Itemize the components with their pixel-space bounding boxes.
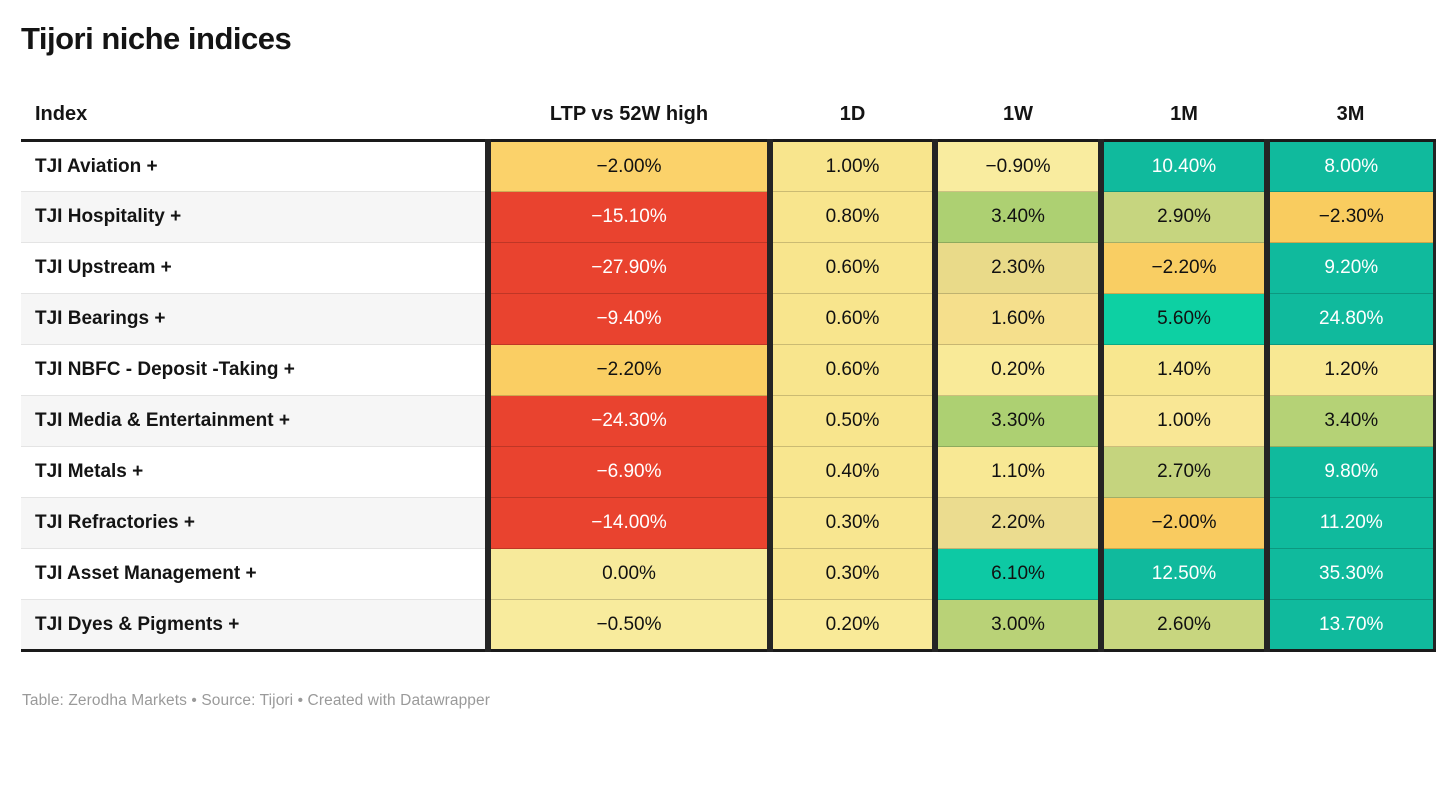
index-cell[interactable]: TJI NBFC - Deposit -Taking +: [21, 344, 488, 396]
value-cell: −0.50%: [485, 599, 770, 652]
value-cell: 9.20%: [1264, 242, 1436, 294]
value-cell: 0.00%: [485, 548, 770, 600]
index-cell[interactable]: TJI Metals +: [21, 446, 488, 498]
value-cell: 0.20%: [932, 344, 1101, 396]
value-cell: 3.40%: [1264, 395, 1436, 447]
table-row: TJI Bearings + −9.40% 0.60% 1.60% 5.60% 24.80…: [21, 293, 1436, 345]
value-cell: 0.50%: [767, 395, 935, 447]
column-header: 3M: [1267, 66, 1434, 142]
column-header: 1D: [770, 66, 935, 142]
value-cell: 2.90%: [1098, 191, 1267, 243]
value-cell: −14.00%: [485, 497, 770, 549]
index-cell[interactable]: TJI Dyes & Pigments +: [21, 599, 488, 652]
column-header-index: Index: [21, 66, 488, 142]
value-cell: 1.40%: [1098, 344, 1267, 396]
index-cell[interactable]: TJI Hospitality +: [21, 191, 488, 243]
value-cell: 2.30%: [932, 242, 1101, 294]
value-cell: −24.30%: [485, 395, 770, 447]
value-cell: 2.60%: [1098, 599, 1267, 652]
column-header: 1M: [1101, 66, 1267, 142]
table-row: TJI Media & Entertainment + −24.30% 0.50% 3…: [21, 395, 1436, 447]
index-cell[interactable]: TJI Refractories +: [21, 497, 488, 549]
index-cell[interactable]: TJI Bearings +: [21, 293, 488, 345]
value-cell: −2.20%: [1098, 242, 1267, 294]
table-body: TJI Aviation + −2.00% 1.00% −0.90% 10.40% 8.0…: [21, 140, 1436, 652]
value-cell: 8.00%: [1264, 140, 1436, 192]
value-cell: 3.40%: [932, 191, 1101, 243]
table-row: TJI Hospitality + −15.10% 0.80% 3.40% 2.90% −…: [21, 191, 1436, 243]
value-cell: 3.30%: [932, 395, 1101, 447]
value-cell: −9.40%: [485, 293, 770, 345]
header-row: Index LTP vs 52W high 1D 1W 1M 3M: [21, 66, 1434, 142]
value-cell: 13.70%: [1264, 599, 1436, 652]
value-cell: 0.30%: [767, 497, 935, 549]
table-row: TJI Upstream + −27.90% 0.60% 2.30% −2.20% 9.2…: [21, 242, 1436, 294]
value-cell: −2.00%: [485, 140, 770, 192]
index-cell[interactable]: TJI Upstream +: [21, 242, 488, 294]
value-cell: 0.20%: [767, 599, 935, 652]
value-cell: 1.20%: [1264, 344, 1436, 396]
index-cell[interactable]: TJI Media & Entertainment +: [21, 395, 488, 447]
table-row: TJI Dyes & Pigments + −0.50% 0.20% 3.00% 2.6…: [21, 599, 1436, 652]
value-cell: 5.60%: [1098, 293, 1267, 345]
table-row: TJI Refractories + −14.00% 0.30% 2.20% −2.00…: [21, 497, 1436, 549]
page-title: Tijori niche indices: [21, 21, 292, 56]
indices-table: Index LTP vs 52W high 1D 1W 1M 3M TJI Aviatio…: [21, 66, 1436, 652]
value-cell: −6.90%: [485, 446, 770, 498]
attribution-footer: Table: Zerodha Markets • Source: Tijori …: [22, 692, 491, 709]
column-header: 1W: [935, 66, 1101, 142]
value-cell: −2.00%: [1098, 497, 1267, 549]
value-cell: 0.30%: [767, 548, 935, 600]
table-header: Index LTP vs 52W high 1D 1W 1M 3M: [21, 66, 1434, 142]
column-header: LTP vs 52W high: [488, 66, 770, 142]
value-cell: 11.20%: [1264, 497, 1436, 549]
value-cell: 1.10%: [932, 446, 1101, 498]
value-cell: −27.90%: [485, 242, 770, 294]
datawrapper-table-page: Tijori niche indices Index LTP vs 52W hig…: [0, 20, 1456, 786]
value-cell: 2.70%: [1098, 446, 1267, 498]
table-row: TJI Metals + −6.90% 0.40% 1.10% 2.70% 9.80%: [21, 446, 1436, 498]
value-cell: −2.30%: [1264, 191, 1436, 243]
value-cell: −2.20%: [485, 344, 770, 396]
value-cell: 2.20%: [932, 497, 1101, 549]
table-row: TJI Asset Management +0.00% 0.30% 6.10% 12.…: [21, 548, 1436, 600]
value-cell: 24.80%: [1264, 293, 1436, 345]
value-cell: 0.60%: [767, 344, 935, 396]
value-cell: −15.10%: [485, 191, 770, 243]
value-cell: 12.50%: [1098, 548, 1267, 600]
value-cell: −0.90%: [932, 140, 1101, 192]
index-cell[interactable]: TJI Aviation +: [21, 140, 488, 192]
value-cell: 3.00%: [932, 599, 1101, 652]
value-cell: 0.60%: [767, 293, 935, 345]
value-cell: 0.80%: [767, 191, 935, 243]
value-cell: 0.60%: [767, 242, 935, 294]
value-cell: 1.60%: [932, 293, 1101, 345]
value-cell: 1.00%: [767, 140, 935, 192]
value-cell: 10.40%: [1098, 140, 1267, 192]
value-cell: 35.30%: [1264, 548, 1436, 600]
index-cell[interactable]: TJI Asset Management +: [21, 548, 488, 600]
value-cell: 1.00%: [1098, 395, 1267, 447]
value-cell: 6.10%: [932, 548, 1101, 600]
value-cell: 0.40%: [767, 446, 935, 498]
table-row: TJI NBFC - Deposit -Taking + −2.20% 0.60% 0…: [21, 344, 1436, 396]
value-cell: 9.80%: [1264, 446, 1436, 498]
table-row: TJI Aviation + −2.00% 1.00% −0.90% 10.40% 8.0…: [21, 140, 1436, 192]
